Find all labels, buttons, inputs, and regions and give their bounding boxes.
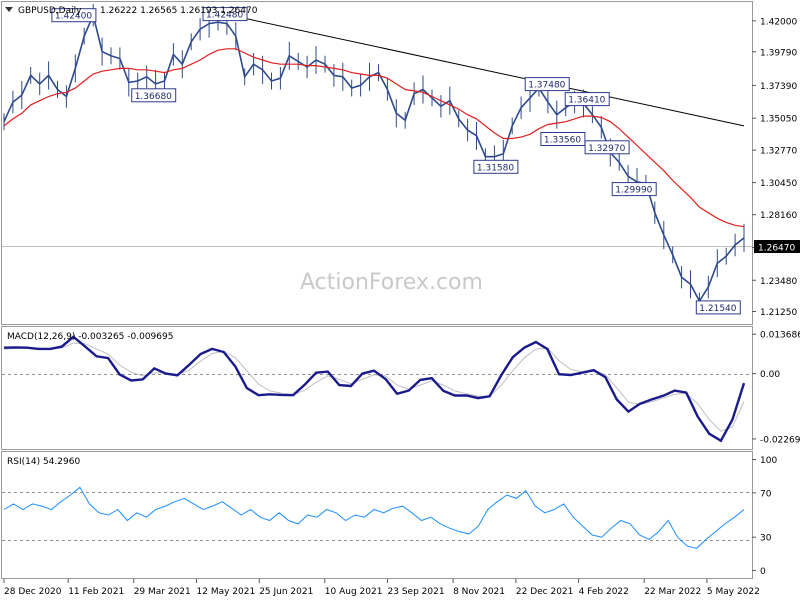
symbol-collapse-icon[interactable] (5, 7, 13, 12)
price-axis-ticks: 1.42000 1.39790 1.37390 1.35050 1.32770 1.304… (752, 17, 797, 318)
price-annotation: 1.36680 (131, 88, 177, 103)
macd-signal-line (3, 342, 745, 432)
macd-tick-label: -0.022698 (760, 435, 800, 445)
watermark: ActionForex.com (300, 270, 483, 295)
price-tick-label: 1.39790 (760, 48, 797, 58)
price-annotation-label: 1.33560 (544, 136, 581, 146)
price-annotation-label: 1.36410 (568, 96, 605, 106)
price-tick-label: 1.30450 (760, 179, 797, 189)
price-tick-label: 1.21250 (760, 308, 797, 318)
price-annotations: 1.42400 1.42480 1.36680 1.31580 1.37480 1.335… (51, 7, 741, 315)
trendline (224, 13, 745, 127)
price-annotation-label: 1.37480 (528, 81, 565, 91)
date-tick-label: 25 Jun 2021 (259, 587, 313, 597)
date-tick-label: 29 Mar 2021 (134, 587, 191, 597)
moving-average-series (3, 48, 745, 228)
price-annotation: 1.31580 (473, 159, 519, 174)
moving-average-line (3, 48, 745, 228)
date-tick-label: 12 May 2021 (197, 587, 256, 597)
price-tick-label: 1.35050 (760, 115, 797, 125)
rsi-line (3, 486, 745, 549)
date-tick-label: 22 Dec 2021 (516, 587, 574, 597)
macd-tick-label: 0.00 (760, 370, 780, 380)
price-line (3, 12, 745, 303)
date-tick-label: 22 Mar 2022 (644, 587, 701, 597)
date-tick-label: 23 Sep 2021 (388, 587, 445, 597)
price-panel-header: GBPUSD,Daily 1.26222 1.26565 1.26193 1.2… (18, 6, 258, 16)
rsi-tick-label: 70 (760, 489, 772, 499)
price-annotation: 1.33560 (540, 132, 586, 146)
svg-text:1.26222 1.26565 1.26193 1.2647: 1.26222 1.26565 1.26193 1.26470 (100, 6, 258, 16)
date-tick-label: 4 Feb 2022 (579, 587, 629, 597)
price-annotation: 1.32970 (584, 140, 630, 155)
price-annotation-label: 1.29990 (615, 186, 652, 196)
rsi-series (3, 486, 745, 549)
date-axis-ticks: 28 Dec 2020 11 Feb 2021 29 Mar 2021 12 May … (3, 579, 760, 597)
svg-text:GBPUSD,Daily: GBPUSD,Daily (18, 6, 82, 16)
price-annotation: 1.42480 (202, 7, 248, 22)
price-annotation-label: 1.36680 (135, 92, 172, 102)
date-tick-label: 10 Aug 2021 (325, 587, 383, 597)
price-tick-label: 1.42000 (760, 17, 797, 27)
macd-axis-ticks: 0.013686 0.00 -0.022698 (752, 331, 800, 445)
price-tick-label: 1.32770 (760, 147, 797, 157)
price-annotation: 1.42400 (51, 8, 97, 23)
price-panel-frame (1, 1, 753, 325)
price-annotation-label: 1.42480 (206, 11, 243, 21)
price-annotation: 1.21540 (695, 300, 741, 315)
resistance-trendline (224, 13, 745, 127)
rsi-panel-header: RSI(14) 54.2960 (7, 457, 80, 467)
price-annotation: 1.36410 (564, 92, 610, 107)
price-series (3, 4, 745, 310)
date-tick-label: 5 May 2022 (707, 587, 760, 597)
macd-line (3, 335, 746, 443)
price-tick-label: 1.37390 (760, 82, 797, 92)
price-annotation-label: 1.21540 (699, 304, 736, 314)
rsi-panel-frame (1, 451, 753, 579)
price-tick-label: 1.28160 (760, 211, 797, 221)
price-annotation-label: 1.42400 (55, 12, 92, 22)
macd-tick-label: 0.013686 (760, 331, 800, 341)
rsi-axis-ticks: 100 70 30 0 (752, 456, 777, 577)
current-price-tag: 1.26470 (754, 240, 800, 254)
price-annotation-label: 1.32970 (588, 144, 625, 154)
date-tick-label: 11 Feb 2021 (68, 587, 124, 597)
rsi-tick-label: 30 (760, 534, 772, 544)
rsi-tick-label: 0 (760, 567, 766, 577)
svg-text:1.26470: 1.26470 (758, 244, 795, 254)
price-annotation: 1.37480 (524, 77, 570, 92)
price-tick-label: 1.23480 (760, 277, 797, 287)
price-annotation-label: 1.31580 (477, 163, 514, 173)
price-annotation: 1.29990 (611, 182, 657, 197)
date-tick-label: 28 Dec 2020 (4, 587, 62, 597)
date-tick-label: 8 Nov 2021 (453, 587, 505, 597)
macd-series (3, 335, 746, 443)
macd-panel-frame (1, 326, 753, 450)
macd-panel-header: MACD(12,26,9) -0.003265 -0.009695 (7, 332, 173, 342)
rsi-tick-label: 100 (760, 456, 777, 466)
